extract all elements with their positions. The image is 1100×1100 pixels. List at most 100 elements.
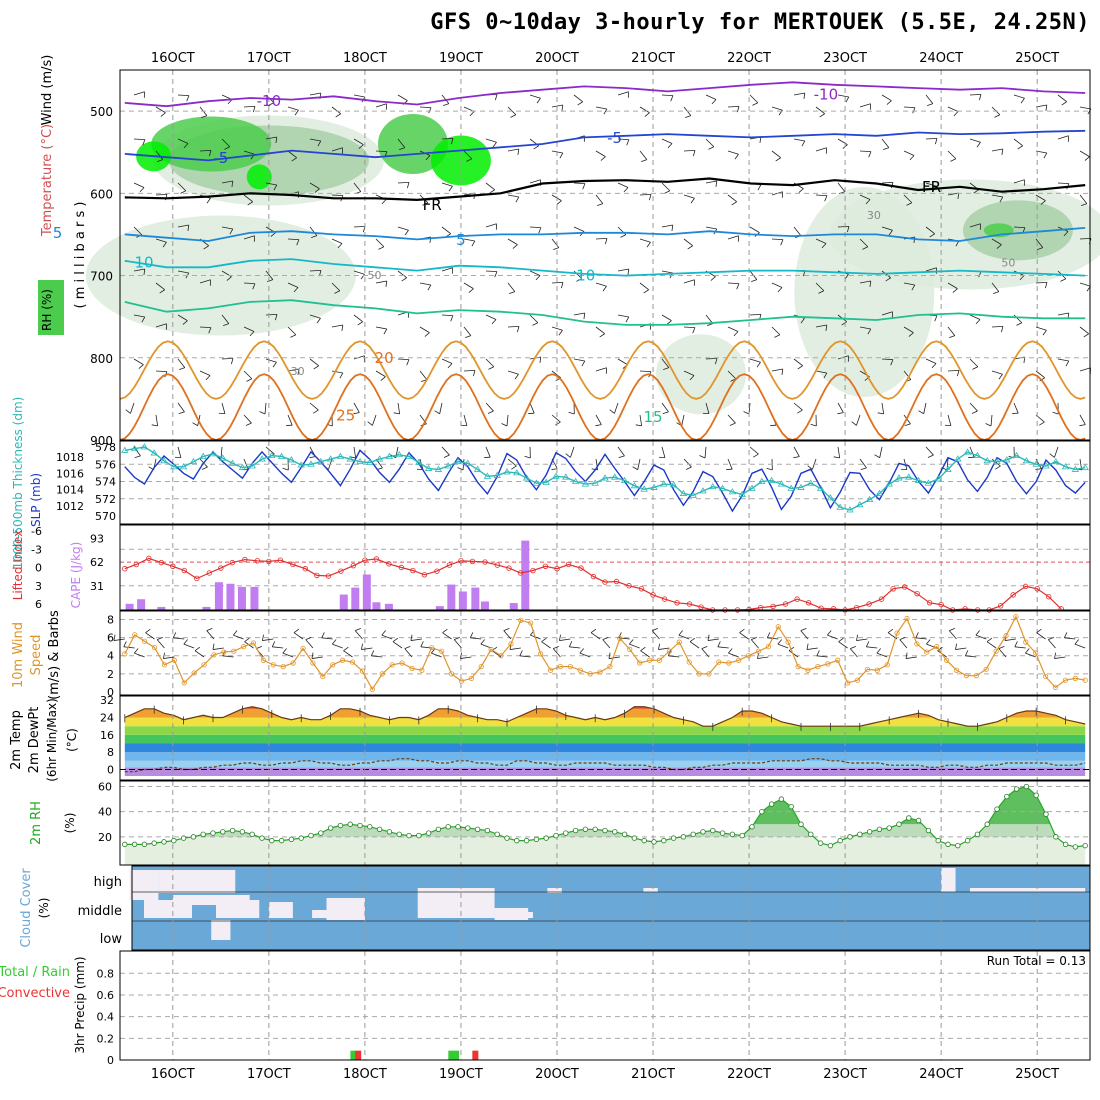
- upper-wind-barb: [918, 410, 924, 415]
- thickness-marker: [640, 485, 648, 492]
- upper-wind-barb: [252, 106, 256, 113]
- thickness-marker: [973, 451, 982, 459]
- lifted-index-tick-label: -6: [31, 525, 42, 538]
- upper-wind-barb: [133, 138, 146, 141]
- lifted-index-marker: [386, 561, 392, 567]
- lifted-index-marker: [506, 565, 512, 571]
- upper-wind-barb: [995, 465, 1001, 470]
- surface-wind-barb: [975, 634, 987, 640]
- upper-wind-barb: [353, 182, 362, 192]
- slp-tick-label: 1012: [56, 500, 84, 513]
- wind-speed-marker: [1052, 684, 1059, 691]
- upper-wind-barb: [1054, 446, 1059, 458]
- isotherm-label: 10: [576, 267, 595, 285]
- surface-wind-barb: [905, 652, 908, 659]
- upper-wind-barb: [529, 314, 539, 324]
- upper-wind-barb: [661, 138, 673, 144]
- surface-wind-barb: [948, 630, 957, 640]
- wind-speed-marker: [171, 657, 177, 663]
- upper-wind-barb: [947, 326, 956, 336]
- upper-wind-barb: [925, 267, 937, 272]
- upper-wind-barb: [494, 271, 498, 278]
- upper-wind-barb: [664, 190, 670, 194]
- cloud-clear-gap: [172, 895, 250, 905]
- upper-wind-barb: [133, 226, 143, 236]
- upper-wind-barb: [666, 320, 672, 325]
- cape-bar: [521, 540, 530, 610]
- wind-speed-marker: [231, 648, 237, 654]
- thickness-marker: [601, 474, 609, 481]
- surface-wind-barb: [602, 637, 609, 641]
- upper-wind-barb: [661, 270, 673, 274]
- surface-wind-barb: [568, 641, 573, 647]
- surface-wind-barb: [707, 638, 719, 641]
- upper-wind-barb: [463, 150, 473, 160]
- upper-wind-barb: [155, 150, 164, 160]
- precip-tick-label: 0: [107, 1054, 114, 1067]
- upper-wind-barb: [1001, 148, 1004, 156]
- thickness-marker: [914, 476, 923, 484]
- upper-wind-barb: [331, 282, 341, 292]
- surface-wind-barb: [145, 632, 155, 640]
- upper-wind-barb: [821, 243, 827, 249]
- upper-wind-barb: [879, 446, 883, 458]
- upper-wind-barb: [187, 224, 190, 232]
- upper-wind-barb: [685, 115, 691, 119]
- lifted-index-marker: [314, 572, 320, 579]
- upper-wind-barb: [683, 279, 695, 284]
- surface-wind-barb: [410, 638, 422, 641]
- upper-wind-barb: [177, 358, 186, 368]
- upper-wind-barb: [708, 146, 714, 150]
- upper-wind-barb: [957, 192, 960, 200]
- upper-wind-barb: [287, 368, 299, 372]
- cloud-clear-gap: [547, 888, 562, 893]
- surface-wind-barb: [915, 632, 919, 638]
- wind-speed-marker: [973, 673, 979, 679]
- upper-wind-barb: [401, 277, 407, 282]
- upper-wind-barb: [733, 331, 739, 337]
- rh-marker: [1004, 793, 1010, 800]
- upper-wind-barb: [815, 282, 825, 292]
- surface-wind-barb: [579, 648, 584, 654]
- upper-wind-barb: [375, 238, 385, 248]
- upper-wind-barb: [274, 314, 278, 321]
- surface-wind-barb: [986, 637, 993, 643]
- surface-wind-barb: [156, 639, 165, 649]
- surface-wind-barb: [838, 637, 844, 643]
- upper-wind-barb: [353, 138, 364, 145]
- upper-wind-barb: [1042, 330, 1047, 336]
- upper-wind-barb: [859, 103, 871, 108]
- surface-wind-barb: [133, 648, 139, 654]
- upper-wind-barb: [923, 402, 927, 414]
- cloud-clear-gap: [518, 912, 533, 918]
- upper-wind-barb: [180, 190, 186, 194]
- surface-wind-barb: [739, 632, 749, 640]
- cloud-axis-label: Cloud Cover: [19, 868, 34, 948]
- upper-wind-barb: [125, 409, 131, 414]
- rh-marker: [651, 839, 657, 845]
- temperature-frame: [119, 695, 1091, 781]
- upper-wind-barb: [399, 147, 405, 151]
- thickness-marker: [650, 483, 658, 490]
- upper-wind-barb: [1020, 98, 1025, 104]
- lifted-index-marker: [578, 565, 584, 571]
- upper-wind-barb: [331, 106, 341, 115]
- surface-wind-barb: [361, 647, 373, 650]
- upper-wind-barb: [595, 367, 607, 372]
- lifted-index-marker: [926, 600, 933, 606]
- upper-wind-barb: [419, 106, 432, 109]
- upper-wind-barb: [955, 240, 960, 247]
- upper-wind-barb: [551, 326, 563, 331]
- upper-wind-barb: [353, 402, 360, 413]
- upper-wind-barb: [851, 421, 857, 426]
- surface-wind-barb: [293, 632, 304, 640]
- cape-bar: [435, 606, 444, 610]
- surface-wind-barb: [865, 641, 870, 647]
- isotherm-line: [124, 81, 1086, 108]
- thickness-marker: [895, 474, 903, 481]
- upper-wind-barb: [881, 311, 893, 316]
- upper-wind-barb: [529, 226, 542, 229]
- rh-marker: [827, 842, 834, 849]
- wind-speed-marker: [191, 670, 197, 676]
- upper-wind-barb: [468, 288, 474, 293]
